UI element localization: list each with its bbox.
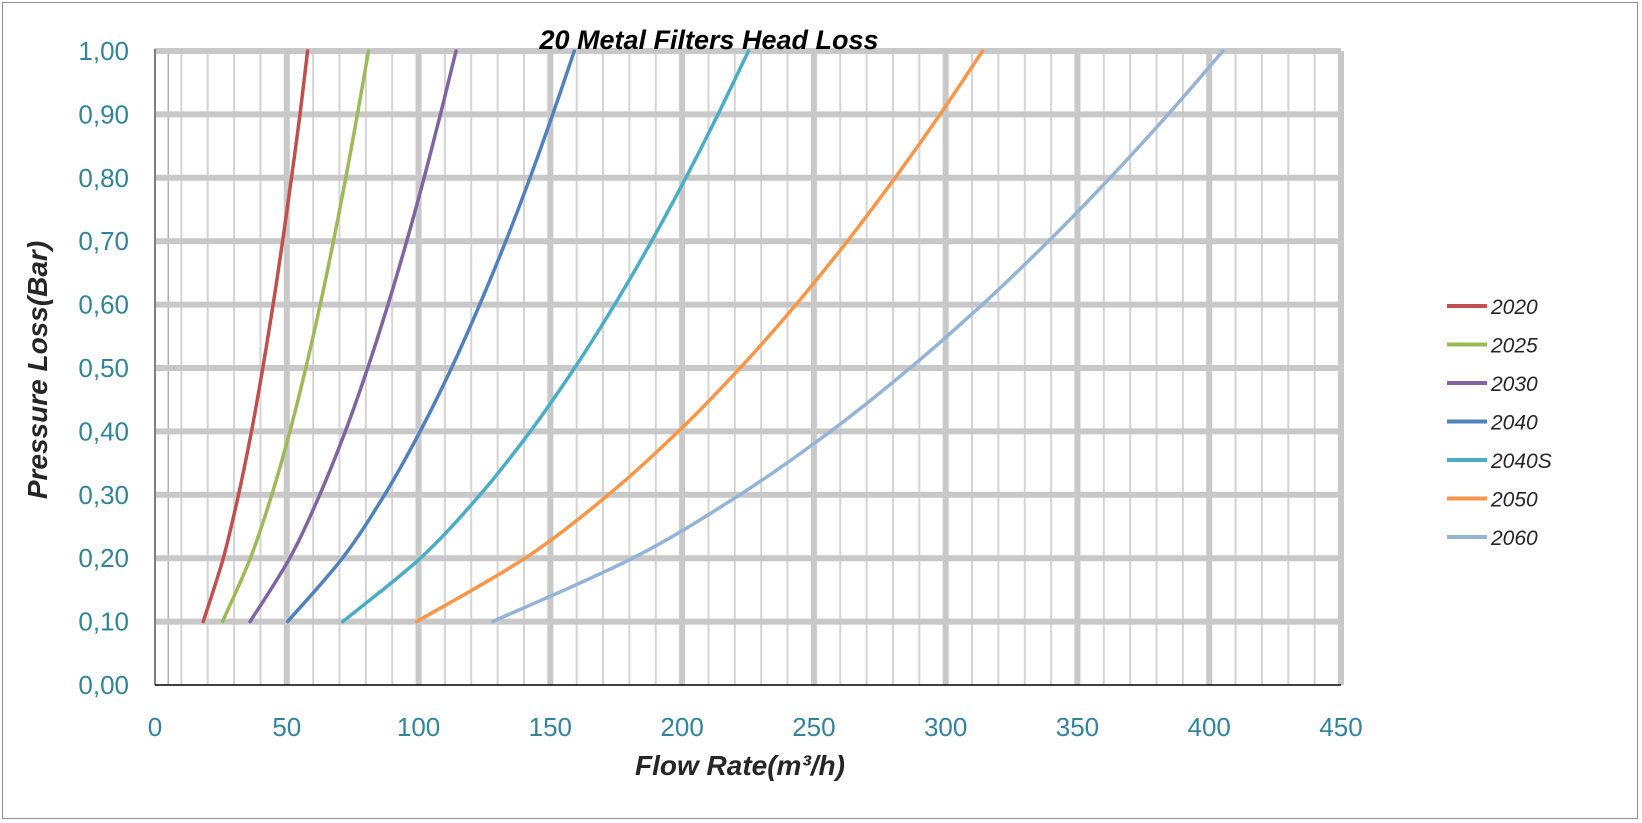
- series-line-2030: [248, 49, 458, 624]
- legend-label-2030: 2030: [1490, 373, 1538, 396]
- legend-label-2025: 2025: [1490, 335, 1538, 358]
- y-tick-label: 0,00: [78, 670, 129, 700]
- x-tick-label: 350: [1056, 712, 1099, 742]
- x-tick-label: 150: [529, 712, 572, 742]
- y-tick-label: 0,30: [78, 480, 129, 510]
- x-axis-title: Flow Rate(m³/h): [635, 750, 845, 781]
- y-tick-label: 0,80: [78, 163, 129, 193]
- x-tick-label: 100: [397, 712, 440, 742]
- series-line-2060: [490, 49, 1225, 624]
- x-tick-label: 300: [924, 712, 967, 742]
- series-line-2040S: [340, 49, 751, 624]
- legend-label-2040S: 2040S: [1490, 450, 1552, 473]
- axes: [154, 49, 1341, 686]
- series-line-2025: [220, 49, 371, 624]
- legend-label-2050: 2050: [1490, 489, 1538, 512]
- legend-label-2040: 2040: [1490, 412, 1538, 435]
- x-tick-label: 400: [1188, 712, 1231, 742]
- y-tick-label: 1,00: [78, 36, 129, 66]
- y-tick-labels: 0,00 0,10 0,20 0,30 0,40 0,50 0,60 0,70 0,80 0,90…: [78, 36, 129, 700]
- series-line-2050: [414, 49, 985, 624]
- y-tick-label: 0,60: [78, 290, 129, 320]
- line-chart: 0,00 0,10 0,20 0,30 0,40 0,50 0,60 0,70 0,80 0,90…: [22, 25, 1552, 781]
- y-tick-label: 0,70: [78, 226, 129, 256]
- y-tick-label: 0,40: [78, 416, 129, 446]
- x-tick-labels: 0 50 100 150 200 250 300 350 400 450: [148, 712, 1363, 742]
- chart-title: 20 Metal Filters Head Loss: [538, 25, 878, 55]
- y-tick-label: 0,10: [78, 607, 129, 637]
- gridlines: [155, 48, 1344, 685]
- y-tick-label: 0,20: [78, 543, 129, 573]
- series-line-2020: [201, 49, 310, 624]
- y-tick-label: 0,90: [78, 99, 129, 129]
- legend-label-2060: 2060: [1490, 527, 1538, 550]
- y-tick-label: 0,50: [78, 353, 129, 383]
- y-axis-title: Pressure Loss(Bar): [22, 241, 53, 499]
- x-tick-label: 450: [1319, 712, 1362, 742]
- legend: 2020 2025 2030 2040 2040S 2050 2060: [1447, 296, 1552, 550]
- x-tick-label: 0: [148, 712, 162, 742]
- x-tick-label: 250: [792, 712, 835, 742]
- series-line-2040: [285, 49, 577, 624]
- legend-label-2020: 2020: [1490, 296, 1538, 319]
- series-lines: [201, 49, 1225, 624]
- x-tick-label: 200: [660, 712, 703, 742]
- x-tick-label: 50: [272, 712, 301, 742]
